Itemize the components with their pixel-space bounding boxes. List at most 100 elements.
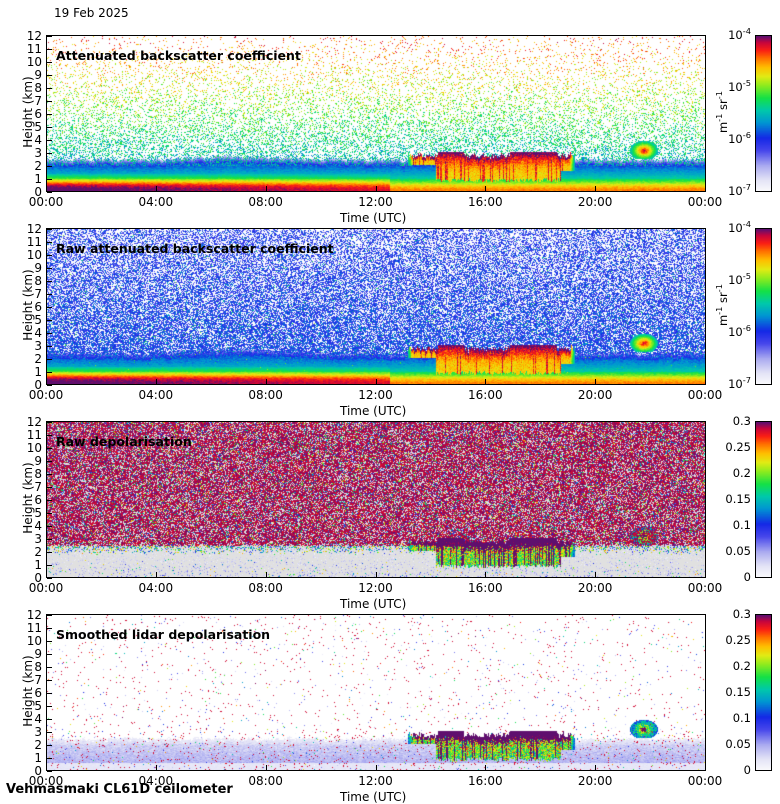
x-axis-tick-label: 00:00 bbox=[28, 774, 64, 788]
x-tick-mark bbox=[485, 186, 486, 191]
x-tick-mark bbox=[485, 379, 486, 384]
x-axis-label: Time (UTC) bbox=[340, 790, 407, 804]
heatmap-canvas-smoothed-lidar-depolarisation bbox=[47, 615, 705, 770]
y-axis-tick-label: 11 bbox=[26, 427, 42, 442]
y-tick-mark bbox=[47, 578, 52, 579]
y-axis-tick-label: 4 bbox=[34, 325, 42, 340]
colorbar-tick-label: 10-7 bbox=[728, 375, 751, 391]
y-tick-mark bbox=[47, 307, 52, 308]
x-axis-tick-label: 00:00 bbox=[687, 388, 723, 402]
x-axis-tick-label: 20:00 bbox=[577, 581, 613, 595]
y-axis-tick-label: 1 bbox=[34, 171, 42, 186]
x-axis-label: Time (UTC) bbox=[340, 597, 407, 611]
y-tick-mark bbox=[47, 36, 52, 37]
y-tick-mark bbox=[47, 127, 52, 128]
x-axis-tick-label: 12:00 bbox=[358, 195, 393, 209]
y-axis-tick-label: 11 bbox=[26, 41, 42, 56]
x-axis-label: Time (UTC) bbox=[340, 211, 407, 225]
x-tick-mark bbox=[485, 765, 486, 770]
y-axis-tick-label: 3 bbox=[34, 531, 42, 546]
x-axis-tick-label: 12:00 bbox=[358, 774, 393, 788]
date-label: 19 Feb 2025 bbox=[54, 6, 129, 20]
y-axis-tick-label: 5 bbox=[34, 312, 42, 327]
x-tick-mark bbox=[376, 765, 377, 770]
y-tick-mark bbox=[47, 565, 52, 566]
x-tick-mark bbox=[46, 379, 47, 384]
colorbar-tick-label: 0 bbox=[743, 763, 751, 777]
x-axis-tick-label: 00:00 bbox=[687, 581, 723, 595]
y-axis-tick-label: 11 bbox=[26, 620, 42, 635]
plot-area-attenuated-backscatter bbox=[46, 35, 706, 192]
y-tick-mark bbox=[47, 114, 52, 115]
y-axis-tick-label: 6 bbox=[34, 106, 42, 121]
y-axis-tick-label: 7 bbox=[34, 672, 42, 687]
x-axis-tick-label: 00:00 bbox=[28, 581, 64, 595]
y-tick-mark bbox=[47, 706, 52, 707]
y-axis-tick-label: 5 bbox=[34, 698, 42, 713]
heatmap-canvas-raw-attenuated-backscatter bbox=[47, 229, 705, 384]
x-tick-mark bbox=[376, 572, 377, 577]
x-axis-tick-label: 20:00 bbox=[577, 774, 613, 788]
colorbar-tick-label: 0.1 bbox=[732, 711, 751, 725]
y-tick-mark bbox=[47, 179, 52, 180]
y-axis-tick-label: 0 bbox=[34, 184, 42, 199]
x-axis-tick-label: 16:00 bbox=[468, 774, 503, 788]
y-axis-tick-label: 7 bbox=[34, 93, 42, 108]
y-axis-tick-label: 12 bbox=[26, 221, 42, 236]
y-tick-mark bbox=[47, 552, 52, 553]
colorbar-gradient bbox=[756, 36, 771, 191]
colorbar-attenuated-backscatter bbox=[755, 35, 772, 192]
colorbar-tick-label: 0.05 bbox=[725, 737, 751, 751]
y-tick-mark bbox=[47, 346, 52, 347]
x-tick-mark bbox=[156, 379, 157, 384]
x-axis-tick-label: 00:00 bbox=[687, 774, 723, 788]
y-tick-mark bbox=[47, 641, 52, 642]
x-tick-mark bbox=[156, 765, 157, 770]
y-tick-mark bbox=[47, 758, 52, 759]
x-tick-mark bbox=[376, 379, 377, 384]
x-axis-tick-label: 08:00 bbox=[248, 195, 283, 209]
colorbar-tick-label: 10-5 bbox=[728, 78, 751, 94]
y-tick-mark bbox=[47, 539, 52, 540]
x-tick-mark bbox=[705, 765, 706, 770]
y-tick-mark bbox=[47, 255, 52, 256]
y-axis-tick-label: 9 bbox=[34, 453, 42, 468]
y-tick-mark bbox=[47, 771, 52, 772]
x-axis-tick-label: 08:00 bbox=[248, 774, 283, 788]
x-axis-tick-label: 20:00 bbox=[577, 388, 613, 402]
y-tick-mark bbox=[47, 745, 52, 746]
colorbar-tick-label: 0.3 bbox=[732, 607, 751, 621]
x-axis-tick-label: 00:00 bbox=[28, 195, 64, 209]
x-tick-mark bbox=[156, 572, 157, 577]
y-tick-mark bbox=[47, 75, 52, 76]
y-tick-mark bbox=[47, 229, 52, 230]
y-tick-mark bbox=[47, 500, 52, 501]
y-tick-mark bbox=[47, 88, 52, 89]
x-tick-mark bbox=[705, 186, 706, 191]
y-axis-tick-label: 10 bbox=[26, 54, 42, 69]
y-axis-tick-label: 0 bbox=[34, 377, 42, 392]
y-axis-tick-label: 10 bbox=[26, 440, 42, 455]
x-tick-mark bbox=[705, 379, 706, 384]
colorbar-tick-label: 10-4 bbox=[728, 26, 751, 42]
y-tick-mark bbox=[47, 448, 52, 449]
y-axis-tick-label: 6 bbox=[34, 492, 42, 507]
y-tick-mark bbox=[47, 372, 52, 373]
y-axis-tick-label: 3 bbox=[34, 724, 42, 739]
colorbar-tick-label: 0.15 bbox=[725, 685, 751, 699]
y-tick-mark bbox=[47, 487, 52, 488]
y-tick-mark bbox=[47, 461, 52, 462]
colorbar-tick-label: 10-6 bbox=[728, 323, 751, 339]
colorbar-gradient bbox=[756, 422, 771, 577]
y-axis-tick-label: 2 bbox=[34, 158, 42, 173]
y-tick-mark bbox=[47, 268, 52, 269]
y-axis-tick-label: 8 bbox=[34, 80, 42, 95]
x-axis-label: Time (UTC) bbox=[340, 404, 407, 418]
y-tick-mark bbox=[47, 153, 52, 154]
x-axis-tick-label: 16:00 bbox=[468, 195, 503, 209]
y-tick-mark bbox=[47, 732, 52, 733]
